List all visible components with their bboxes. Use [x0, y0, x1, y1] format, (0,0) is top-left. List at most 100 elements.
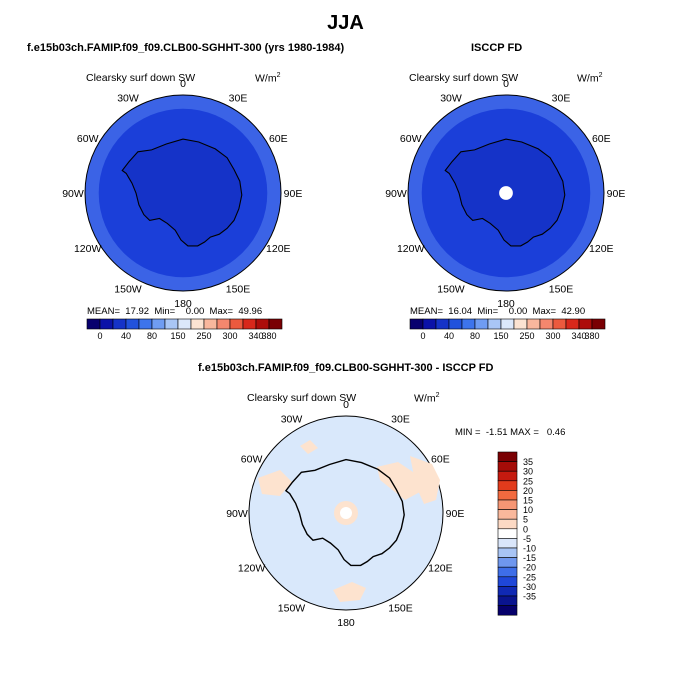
diff-colorbar-tick: 15 [523, 496, 533, 506]
diff-colorbar-box [497, 499, 518, 510]
figure-title: JJA [327, 12, 364, 34]
left-map [84, 94, 282, 292]
left-colorbar-box [99, 318, 114, 330]
diff-variable-label: Clearsky surf down SW [247, 392, 357, 404]
left-colorbar-tick: 150 [170, 331, 185, 341]
left-colorbar-tick: 380 [261, 331, 276, 341]
left-lon-label-150E: 150E [226, 283, 251, 295]
diff-colorbar-box [497, 509, 518, 520]
right-colorbar-box [487, 318, 502, 330]
right-lon-label-60E: 60E [592, 133, 611, 145]
diff-lon-label-90W: 90W [226, 508, 248, 520]
diff-colorbar-tick: 30 [523, 467, 533, 477]
left-colorbar-box [86, 318, 101, 330]
right-lon-label-90W: 90W [385, 188, 407, 200]
left-stats: MEAN= 17.92 Min= 0.00 Max= 49.96 [87, 306, 263, 317]
diff-minmax: MIN = -1.51 MAX = 0.46 [455, 427, 566, 438]
left-colorbar-box [229, 318, 244, 330]
left-panel-title: f.e15b03ch.FAMIP.f09_f09.CLB00-SGHHT-300… [27, 42, 345, 54]
right-lon-label-120W: 120W [397, 243, 425, 255]
diff-colorbar-box [497, 470, 518, 482]
right-map [407, 94, 605, 292]
right-stats: MEAN= 16.04 Min= 0.00 Max= 42.90 [410, 306, 586, 317]
diff-lon-label-90E: 90E [446, 508, 465, 520]
diff-colorbar-tick: -30 [523, 582, 536, 592]
right-colorbar-box [461, 318, 476, 330]
diff-colorbar-box [497, 595, 518, 606]
diff-pole-hole [340, 507, 352, 519]
diff-colorbar-box [497, 586, 518, 597]
diff-lon-label-120W: 120W [238, 563, 266, 575]
left-colorbar-tick: 0 [97, 331, 102, 341]
right-pole-hole [499, 186, 513, 200]
diff-colorbar-tick: -25 [523, 572, 536, 582]
right-colorbar-box [435, 318, 450, 330]
diff-colorbar-box [497, 538, 518, 549]
right-colorbar-box [500, 318, 515, 330]
diff-colorbar-box [497, 480, 518, 491]
diff-colorbar-box [497, 557, 518, 568]
left-lon-label-90E: 90E [284, 188, 303, 200]
diff-colorbar-tick: -10 [523, 544, 536, 554]
left-lon-label-30W: 30W [117, 93, 139, 105]
left-lon-label-90W: 90W [62, 188, 84, 200]
right-colorbar-tick: 40 [444, 331, 454, 341]
left-colorbar-box [151, 318, 166, 330]
diff-colorbar-box [497, 451, 518, 462]
diff-positive-patch [377, 462, 420, 500]
left-colorbar-box [177, 318, 192, 330]
left-colorbar-box [203, 318, 218, 330]
diff-colorbar-box [497, 461, 518, 472]
diff-colorbar-tick: 35 [523, 457, 533, 467]
diff-colorbar-tick: -20 [523, 563, 536, 573]
right-variable-label: Clearsky surf down SW [409, 72, 519, 84]
diff-lon-label-120E: 120E [428, 563, 453, 575]
right-lon-label-30E: 30E [552, 93, 571, 105]
left-colorbar-box [255, 318, 270, 330]
diff-lon-label-60W: 60W [241, 454, 263, 466]
right-lon-label-60W: 60W [400, 133, 422, 145]
diff-colorbar-box [497, 528, 518, 539]
diff-units-label: W/m2 [414, 392, 440, 405]
left-colorbar-box [164, 318, 179, 330]
right-colorbar-box [552, 318, 567, 330]
diff-lon-label-30E: 30E [391, 414, 410, 426]
diff-colorbar-tick: 10 [523, 505, 533, 515]
diff-lon-label-180: 180 [337, 617, 355, 629]
right-lon-label-150E: 150E [549, 283, 574, 295]
diff-colorbar-tick: -35 [523, 592, 536, 602]
diff-colorbar-box [497, 566, 518, 578]
right-colorbar-tick: 380 [584, 331, 599, 341]
right-colorbar-box [565, 318, 580, 330]
left-colorbar-tick: 300 [222, 331, 237, 341]
diff-lon-label-60E: 60E [431, 454, 450, 466]
right-colorbar-box [422, 318, 437, 330]
left-colorbar-box [268, 318, 283, 330]
left-colorbar-tick: 40 [121, 331, 131, 341]
diff-colorbar-box [497, 576, 518, 587]
left-lon-label-0: 0 [180, 78, 186, 90]
left-continent-outline [121, 138, 243, 247]
left-colorbar-tick: 250 [196, 331, 211, 341]
right-lon-label-30W: 30W [440, 93, 462, 105]
right-colorbar-box [526, 318, 541, 330]
right-colorbar-tick: 300 [545, 331, 560, 341]
diff-lon-label-0: 0 [343, 399, 349, 411]
diff-colorbar-tick: -15 [523, 553, 536, 563]
left-lon-label-60E: 60E [269, 133, 288, 145]
left-colorbar-box [125, 318, 140, 330]
left-colorbar-box [190, 318, 205, 330]
left-lon-label-30E: 30E [229, 93, 248, 105]
left-colorbar-tick: 80 [147, 331, 157, 341]
diff-positive-patch [300, 440, 318, 454]
diff-lon-label-150W: 150W [278, 602, 306, 614]
diff-colorbar-tick: 25 [523, 476, 533, 486]
right-colorbar-box [578, 318, 593, 330]
right-colorbar-box [474, 318, 489, 330]
right-colorbar-tick: 80 [470, 331, 480, 341]
right-colorbar-box [591, 318, 606, 330]
right-colorbar-tick: 340 [571, 331, 586, 341]
diff-colorbar-box [497, 605, 518, 616]
right-colorbar-box [409, 318, 424, 330]
